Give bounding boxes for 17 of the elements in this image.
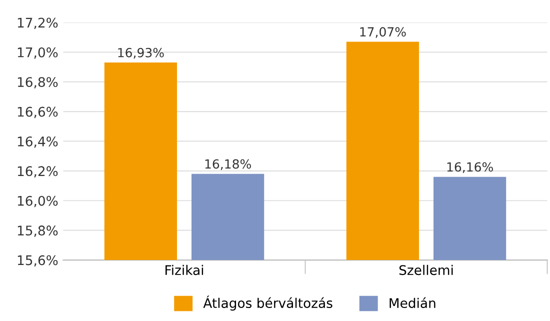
data-label: 16,93%: [118, 48, 164, 59]
y-tick-label: 16,8%: [18, 77, 58, 88]
legend-label: Átlagos bérváltozás: [203, 296, 332, 311]
y-tick-label: 17,2%: [18, 18, 58, 30]
y-tick-label: 16,0%: [18, 196, 58, 208]
y-tick-label: 16,2%: [18, 166, 58, 178]
y-tick-label: 15,8%: [18, 226, 58, 237]
legend-label: Medián: [390, 297, 436, 308]
x-tick-label: Fizikai: [166, 264, 204, 276]
y-tick-label: 15,6%: [18, 255, 58, 267]
data-label: 16,18%: [205, 159, 251, 170]
x-tick-label: Szellemi: [399, 264, 453, 276]
data-label: 16,16%: [447, 162, 493, 173]
y-tick-label: 17,0%: [18, 47, 58, 59]
y-tick-label: 16,6%: [18, 106, 58, 118]
data-label: 17,07%: [360, 27, 406, 38]
y-tick-label: 16,4%: [18, 136, 58, 148]
